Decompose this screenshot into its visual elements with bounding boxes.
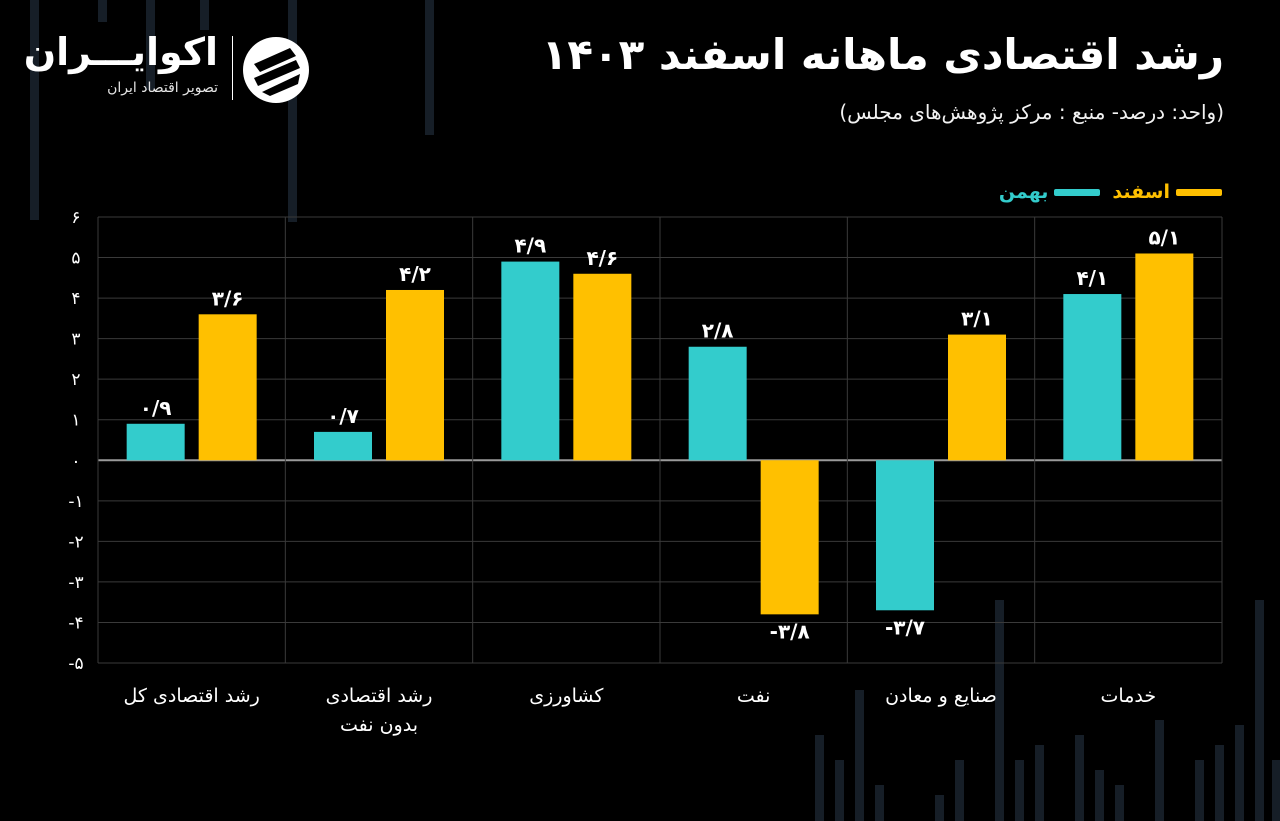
x-category-label: رشد اقتصادی کل	[124, 685, 260, 707]
bar-esfand	[386, 289, 444, 461]
chart-legend: اسفند بهمن	[999, 178, 1222, 206]
data-label: ۴/۱	[1076, 266, 1108, 290]
decor-candle	[995, 600, 1004, 821]
data-label: ۴/۲	[399, 262, 431, 286]
decor-candle	[1015, 760, 1024, 821]
data-label: -۳/۷	[885, 615, 925, 639]
decor-candle	[146, 0, 155, 90]
bar-esfand	[760, 460, 819, 615]
bar-bahman	[1063, 294, 1122, 461]
decor-candle	[1075, 735, 1084, 821]
legend-item-bahman: بهمن	[999, 181, 1101, 203]
chart-subtitle: (واحد: درصد- منبع : مرکز پژوهش‌های مجلس)	[839, 100, 1224, 124]
decor-candle	[1095, 770, 1104, 821]
legend-label-esfand: اسفند	[1112, 181, 1170, 203]
decor-candle	[1255, 600, 1264, 821]
y-tick-label: ۲	[71, 370, 80, 390]
decor-candle	[30, 0, 39, 220]
y-tick-label: ۴	[71, 289, 80, 309]
brand-logo: اکوایـــران تصویر اقتصاد ایران	[23, 30, 320, 110]
data-label: ۳/۱	[961, 307, 993, 331]
data-label: ۴/۶	[586, 246, 618, 270]
data-label: ۳/۶	[212, 286, 244, 310]
chart-title: رشد اقتصادی ماهانه اسفند ۱۴۰۳	[541, 30, 1224, 79]
decor-candle	[855, 690, 864, 821]
x-category-label: صنایع و معادن	[885, 685, 997, 707]
bar-bahman	[876, 460, 934, 611]
decor-candle	[1272, 760, 1280, 821]
legend-swatch-bahman	[1054, 188, 1101, 196]
y-tick-label: ۳	[71, 330, 80, 350]
bar-esfand	[1135, 253, 1194, 461]
data-label: ۵/۱	[1148, 225, 1180, 249]
x-category-label: رشد اقتصادی	[326, 685, 433, 707]
y-tick-label: -۱	[68, 492, 83, 512]
legend-swatch-esfand	[1176, 188, 1222, 196]
decor-candle	[288, 0, 297, 222]
decor-candle	[1195, 760, 1204, 821]
decor-candle	[815, 735, 824, 821]
bar-esfand	[948, 334, 1006, 461]
data-label: ۲/۸	[702, 319, 734, 343]
data-label: ۰/۷	[327, 404, 359, 428]
logo-divider	[232, 36, 233, 100]
decor-candle	[1155, 720, 1164, 821]
bar-bahman	[314, 431, 372, 461]
decor-candle	[1035, 745, 1044, 821]
decor-candle	[98, 0, 107, 22]
decor-candle	[425, 0, 434, 135]
y-tick-label: ۰	[71, 451, 80, 471]
data-label: ۴/۹	[514, 234, 546, 258]
brand-mark-icon	[243, 37, 309, 103]
brand-tagline: تصویر اقتصاد ایران	[107, 80, 218, 96]
decor-candle	[1235, 725, 1244, 821]
y-tick-label: ۶	[71, 208, 80, 228]
y-tick-label: ۵	[71, 249, 80, 269]
legend-label-bahman: بهمن	[998, 181, 1049, 203]
brand-name: اکوایـــران	[23, 30, 218, 74]
y-tick-label: -۴	[68, 613, 83, 633]
decor-candle	[1115, 785, 1124, 821]
bar-bahman	[501, 261, 560, 461]
decor-candle	[835, 760, 844, 821]
data-label: -۳/۸	[770, 619, 810, 643]
bar-bahman	[688, 346, 747, 461]
data-label: ۰/۹	[140, 396, 172, 420]
decor-candle	[935, 795, 944, 821]
bar-esfand	[573, 273, 632, 461]
legend-item-esfand: اسفند	[1112, 181, 1222, 203]
x-category-label: خدمات	[1101, 685, 1157, 707]
decor-candle	[955, 760, 964, 821]
bar-bahman	[126, 423, 185, 461]
x-category-label: نفت	[737, 685, 771, 707]
bar-esfand	[198, 314, 257, 461]
decor-candle	[1215, 745, 1224, 821]
decor-candle	[875, 785, 884, 821]
decor-candle	[200, 0, 209, 30]
y-tick-label: -۲	[68, 532, 83, 552]
y-tick-label: ۱	[71, 411, 80, 431]
x-category-label: کشاورزی	[529, 685, 604, 707]
y-tick-label: -۵	[68, 654, 83, 674]
y-tick-label: -۳	[68, 573, 83, 593]
x-category-label: بدون نفت	[340, 714, 418, 736]
